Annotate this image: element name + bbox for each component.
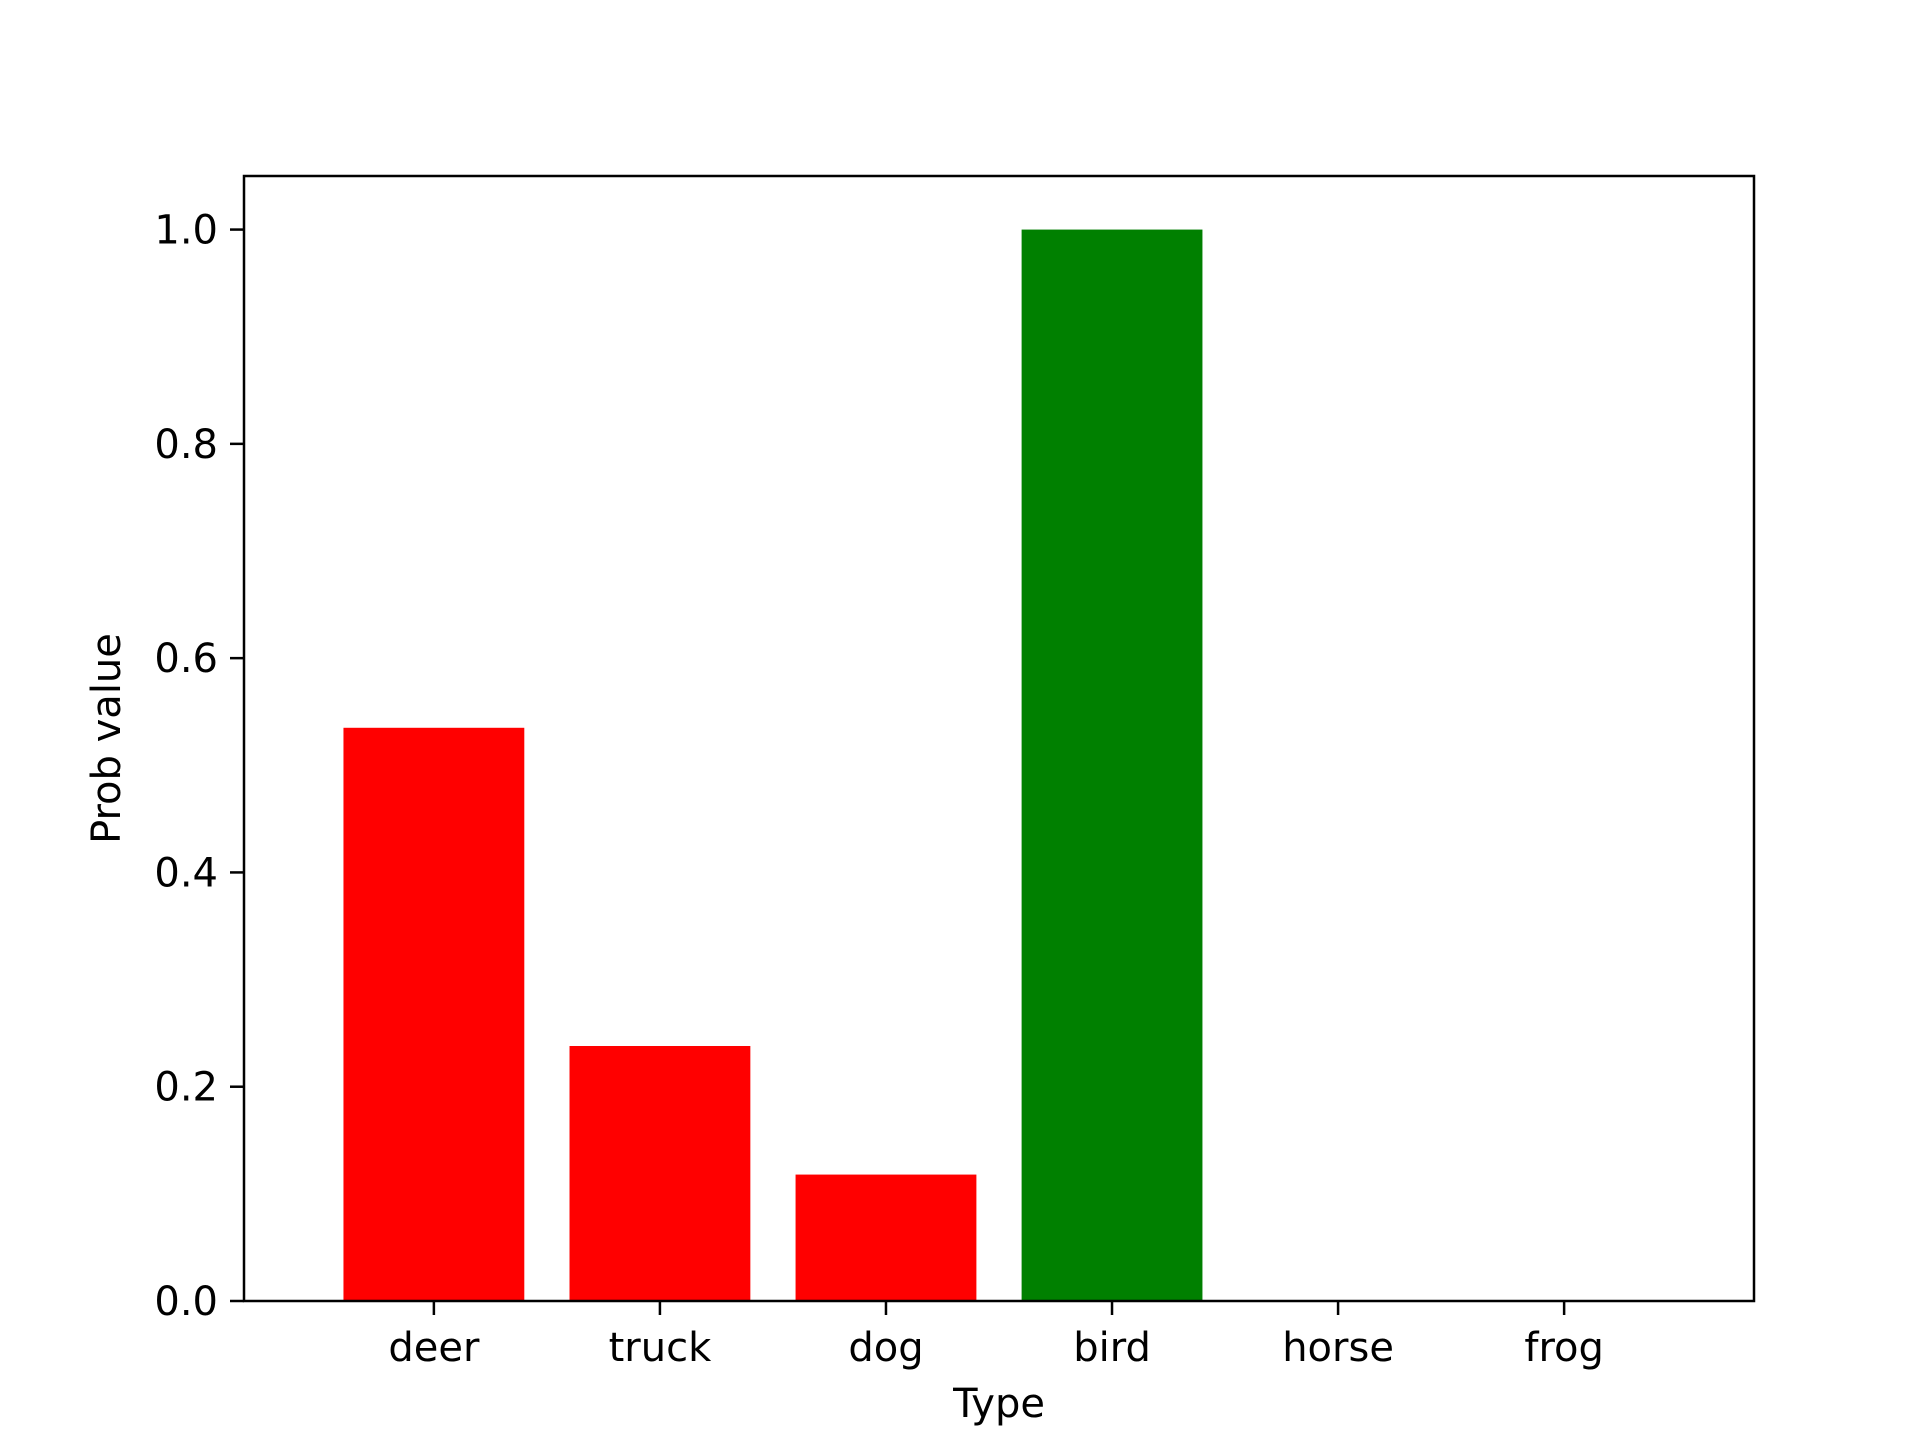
y-tick-label: 0.6 [154, 636, 218, 682]
plot-frame [242, 174, 1756, 1303]
x-tick-label: frog [1524, 1325, 1604, 1371]
bar-dog [795, 1174, 977, 1301]
x-axis-ticks: deer truck dog bird horse frog [388, 1301, 1604, 1371]
y-axis-ticks: 0.0 0.2 0.4 0.6 0.8 1.0 [154, 208, 244, 1325]
x-tick-label: dog [848, 1325, 923, 1371]
bar-truck [569, 1046, 751, 1301]
x-tick-label: truck [609, 1325, 712, 1371]
x-tick-label: horse [1282, 1325, 1394, 1371]
x-axis-label: Type [952, 1381, 1045, 1427]
y-tick-label: 0.8 [154, 422, 218, 468]
y-axis-label: Prob value [84, 633, 130, 844]
bars-layer [343, 229, 1203, 1302]
x-tick-label: bird [1073, 1325, 1151, 1371]
bar-bird [1021, 229, 1203, 1302]
bar-deer [343, 727, 525, 1301]
y-tick-label: 0.0 [154, 1279, 218, 1325]
y-tick-label: 1.0 [154, 208, 218, 254]
y-tick-label: 0.4 [154, 850, 218, 896]
x-tick-label: deer [388, 1325, 480, 1371]
y-tick-label: 0.2 [154, 1065, 218, 1111]
